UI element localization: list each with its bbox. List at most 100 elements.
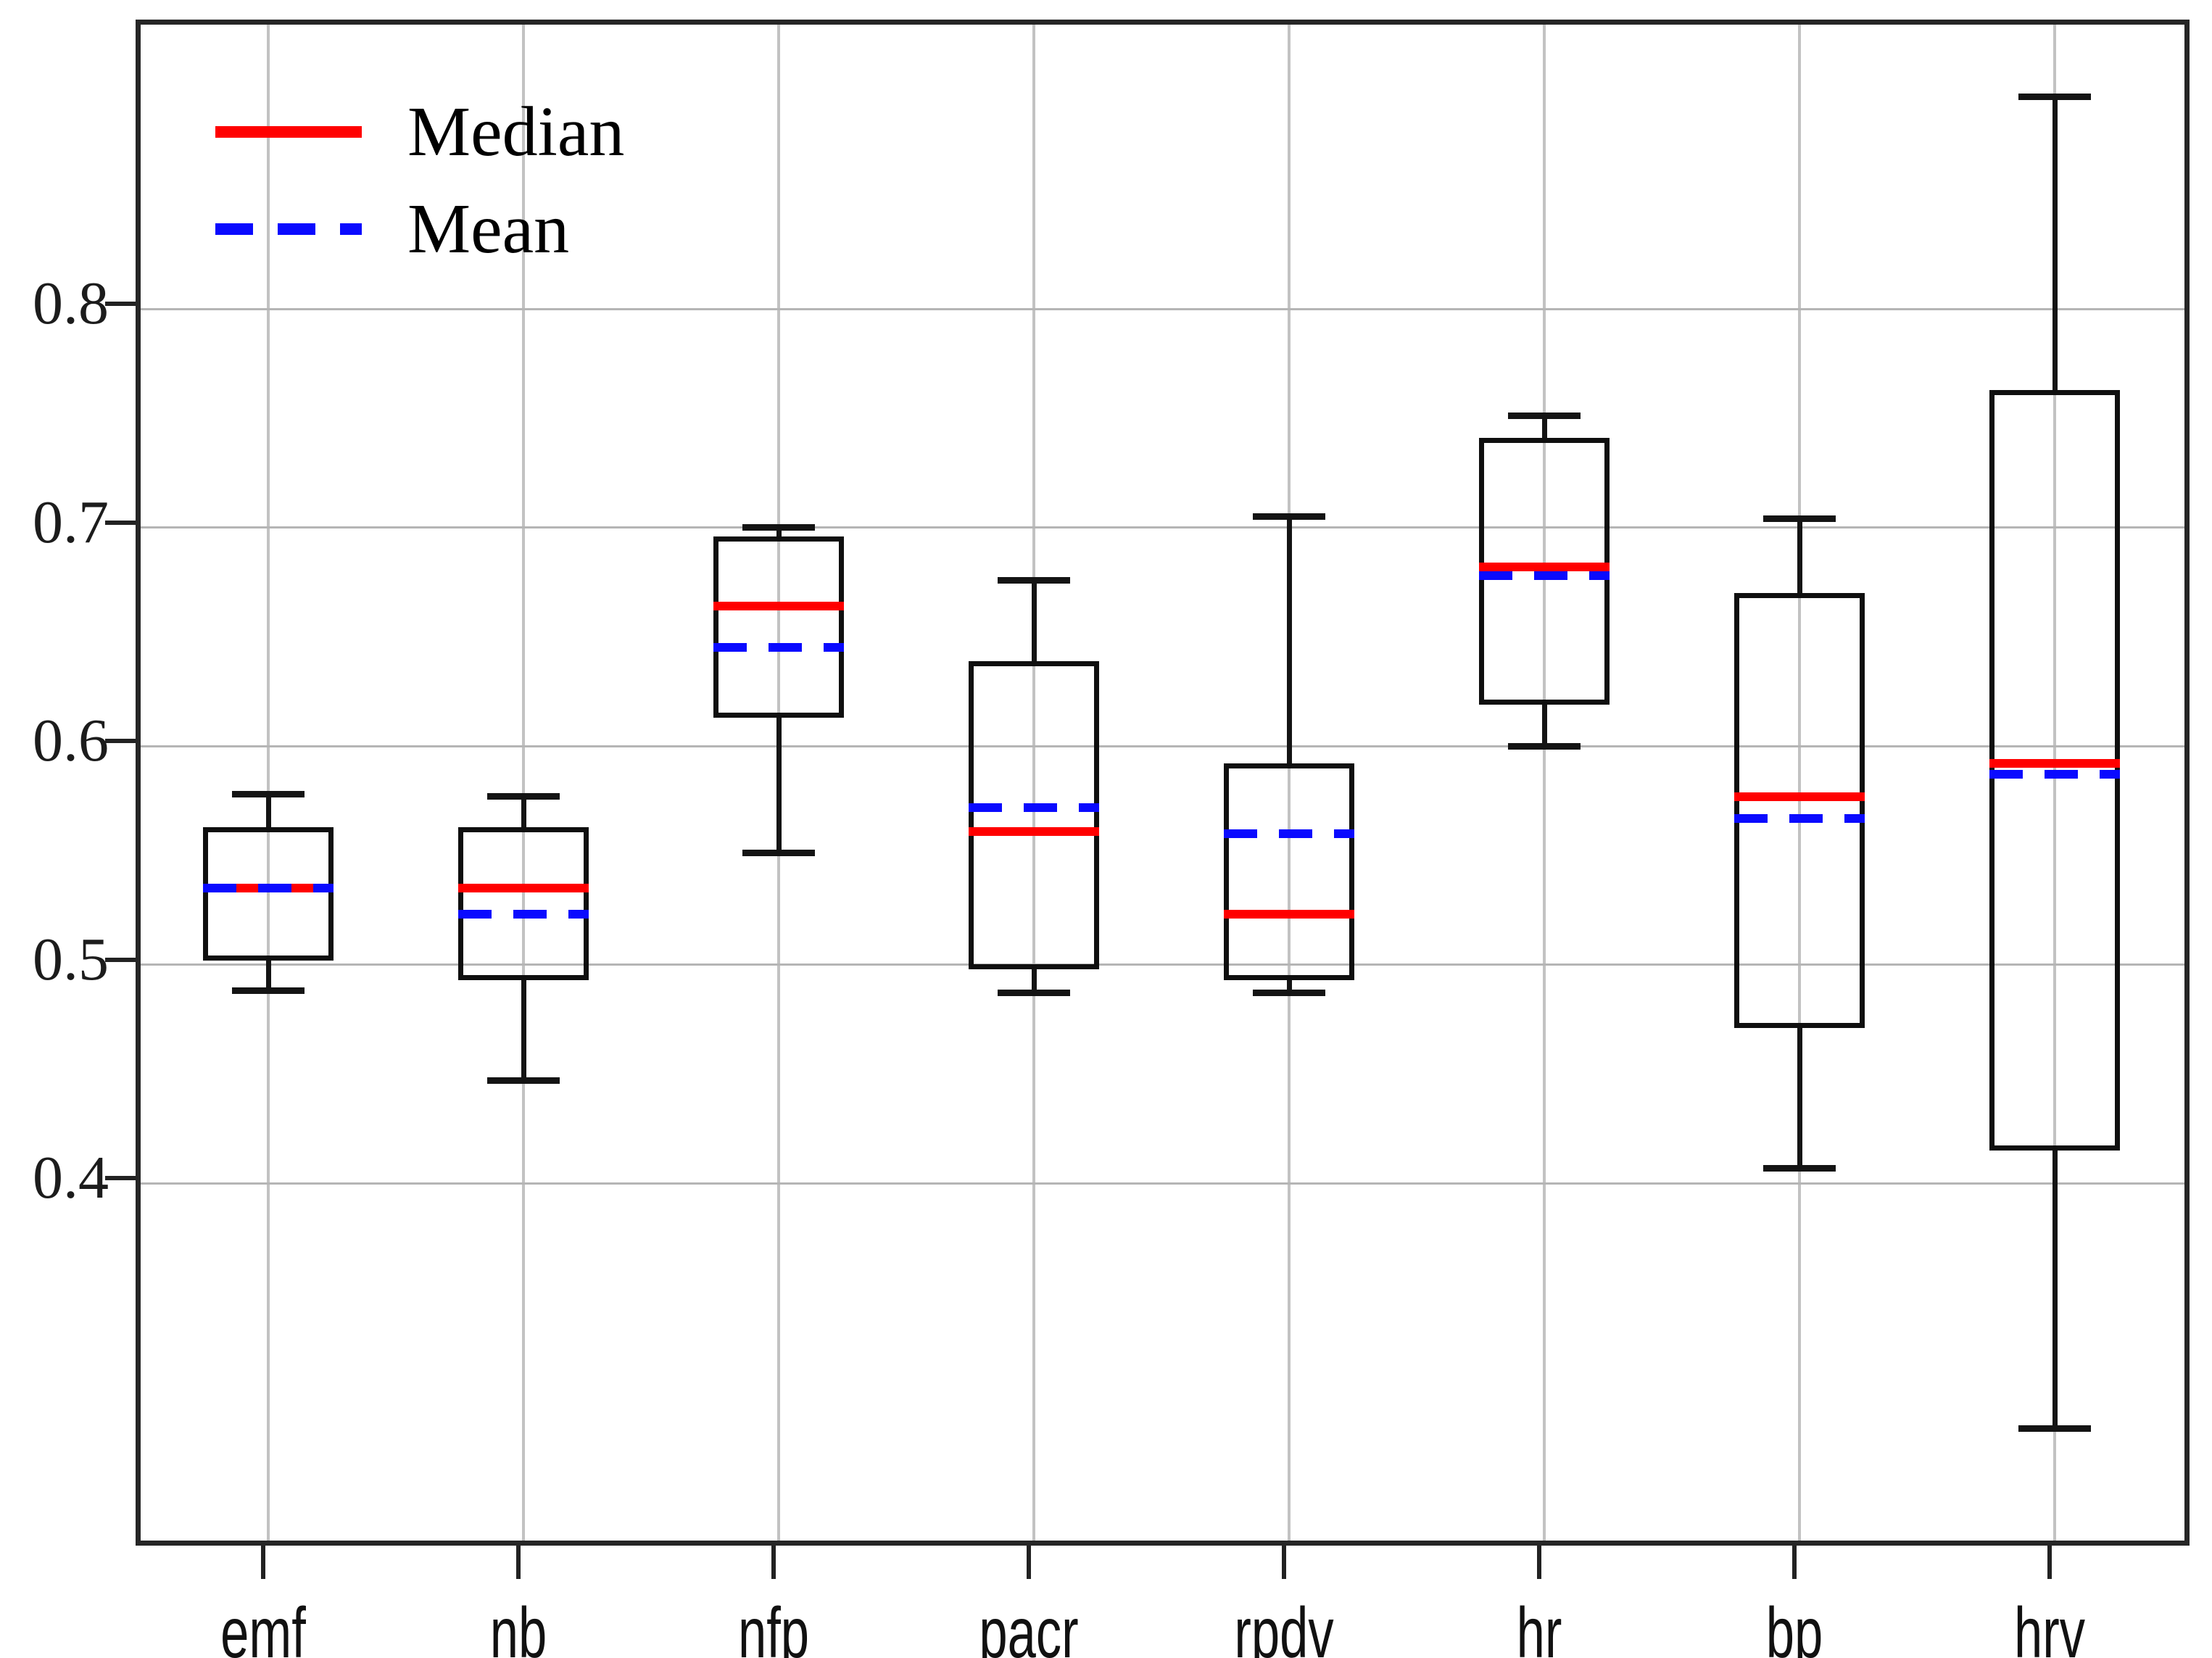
mean-line-hr	[1479, 571, 1610, 580]
x-tick-label-rpdv: rpdv	[1234, 1593, 1334, 1658]
upper-whisker-cap	[232, 791, 305, 798]
lower-whisker	[265, 960, 271, 991]
lower-whisker	[1797, 1028, 1802, 1169]
lower-whisker-cap	[232, 987, 305, 995]
y-tick-label: 0.8	[33, 270, 109, 338]
median-line-rpdv	[1224, 910, 1354, 919]
median-line-hr	[1479, 562, 1610, 571]
x-tick-mark	[516, 1546, 521, 1579]
upper-whisker-cap	[1508, 413, 1581, 420]
h-gridline	[141, 526, 2184, 529]
lower-whisker	[521, 979, 526, 1081]
box-hrv	[1989, 389, 2120, 1151]
lower-whisker	[776, 717, 782, 853]
x-tick-label-pacr: pacr	[979, 1593, 1079, 1658]
lower-whisker-cap	[998, 990, 1070, 997]
x-tick-label-bp: bp	[1765, 1593, 1823, 1658]
mean-line-nb	[458, 910, 589, 919]
v-gridline	[2053, 25, 2056, 1541]
h-gridline	[141, 745, 2184, 747]
upper-whisker	[776, 527, 782, 536]
lower-whisker	[1541, 704, 1547, 747]
x-tick-mark	[1537, 1546, 1541, 1579]
lower-whisker	[1286, 979, 1292, 993]
box-nfp	[713, 536, 844, 718]
box-pacr	[969, 660, 1099, 969]
lower-whisker-cap	[1508, 742, 1581, 750]
x-tick-mark	[1027, 1546, 1031, 1579]
mean-line-nfp	[713, 643, 844, 652]
plot-area: Median Mean	[136, 20, 2190, 1546]
v-gridline	[1798, 25, 1801, 1541]
median-line-pacr	[969, 826, 1099, 836]
median-line-bp	[1734, 792, 1865, 801]
y-tick-label: 0.4	[33, 1144, 109, 1212]
legend-mean-line-swatch	[215, 223, 362, 235]
y-tick-mark	[105, 520, 136, 525]
x-tick-mark	[771, 1546, 776, 1579]
y-tick-label: 0.6	[33, 707, 109, 775]
median-line-hrv	[1989, 759, 2120, 768]
upper-whisker-cap	[742, 524, 815, 531]
y-tick-mark	[105, 1176, 136, 1181]
upper-whisker	[265, 794, 271, 827]
box-bp	[1734, 593, 1865, 1029]
lower-whisker	[1031, 969, 1037, 993]
v-gridline	[1032, 25, 1035, 1541]
h-gridline	[141, 1182, 2184, 1185]
box-emf	[203, 826, 334, 961]
mean-line-pacr	[969, 803, 1099, 812]
x-tick-label-nb: nb	[489, 1593, 547, 1658]
v-gridline	[1543, 25, 1546, 1541]
x-tick-mark	[261, 1546, 265, 1579]
y-tick-label: 0.5	[33, 925, 109, 993]
v-gridline	[522, 25, 525, 1541]
legend-median-line-swatch	[215, 126, 362, 138]
legend: Median Mean	[141, 25, 2184, 1541]
x-tick-mark	[1792, 1546, 1797, 1579]
upper-whisker-cap	[1253, 513, 1325, 521]
legend-mean-label: Mean	[407, 190, 570, 268]
x-tick-label-hr: hr	[1516, 1593, 1562, 1658]
box-rpdv	[1224, 763, 1354, 980]
median-line-nfp	[713, 602, 844, 611]
lower-whisker	[2052, 1151, 2058, 1429]
lower-whisker-cap	[1253, 990, 1325, 997]
x-tick-label-nfp: nfp	[737, 1593, 810, 1658]
mean-line-hrv	[1989, 770, 2120, 779]
upper-whisker-cap	[998, 576, 1070, 584]
upper-whisker	[521, 796, 526, 827]
y-tick-mark	[105, 302, 136, 307]
x-tick-label-hrv: hrv	[2013, 1593, 2086, 1658]
mean-line-bp	[1734, 813, 1865, 823]
lower-whisker-cap	[742, 850, 815, 857]
h-gridline	[141, 307, 2184, 310]
mean-line-emf	[203, 884, 334, 893]
lower-whisker-cap	[2018, 1425, 2091, 1432]
h-gridline	[141, 963, 2184, 966]
y-tick-label: 0.7	[33, 488, 109, 556]
box-nb	[458, 826, 589, 980]
lower-whisker-cap	[487, 1077, 560, 1085]
x-tick-mark	[1282, 1546, 1286, 1579]
v-gridline	[267, 25, 270, 1541]
lower-whisker-cap	[1763, 1164, 1836, 1172]
upper-whisker	[1797, 518, 1802, 594]
upper-whisker-cap	[2018, 94, 2091, 101]
upper-whisker	[2052, 96, 2058, 390]
y-tick-mark	[105, 957, 136, 962]
box-hr	[1479, 437, 1610, 705]
x-tick-label-emf: emf	[220, 1593, 306, 1658]
upper-whisker	[1286, 516, 1292, 764]
v-gridline	[1288, 25, 1291, 1541]
mean-line-rpdv	[1224, 829, 1354, 838]
y-tick-mark	[105, 739, 136, 744]
x-tick-mark	[2047, 1546, 2052, 1579]
upper-whisker	[1541, 415, 1547, 438]
legend-median-label: Median	[407, 93, 625, 171]
upper-whisker	[1031, 580, 1037, 661]
upper-whisker-cap	[1763, 515, 1836, 523]
median-line-nb	[458, 884, 589, 893]
upper-whisker-cap	[487, 793, 560, 800]
